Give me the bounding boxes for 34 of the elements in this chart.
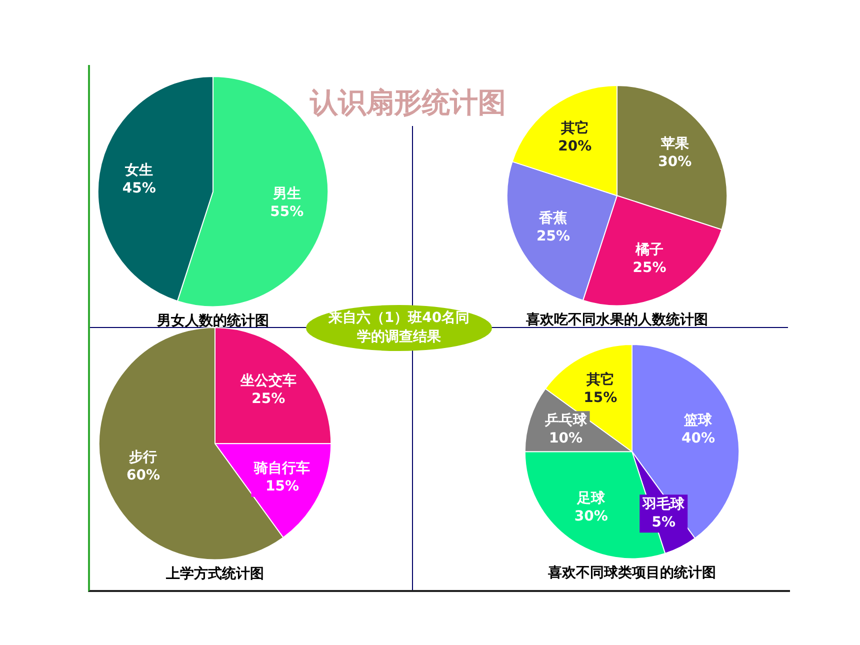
data-label: 15%	[584, 390, 618, 406]
slice-label: 其它	[585, 371, 614, 388]
data-label: 45%	[122, 180, 156, 197]
data-label: 5%	[652, 514, 676, 530]
data-label: 55%	[270, 204, 304, 220]
slice-label: 足球	[576, 490, 606, 507]
data-label: 30%	[574, 508, 608, 525]
slice-label: 其它	[560, 119, 589, 136]
data-label: 25%	[536, 228, 570, 245]
data-label: 25%	[252, 390, 286, 407]
data-label: 10%	[549, 430, 583, 447]
data-label: 40%	[681, 430, 715, 447]
data-label: 60%	[126, 468, 160, 484]
data-label: 15%	[265, 478, 299, 494]
slice-label: 香蕉	[538, 210, 568, 227]
slice-label: 女生	[124, 162, 154, 179]
slice-label: 步行	[128, 450, 158, 466]
slice-label: 男生	[272, 186, 301, 202]
text: 来自六（1）班40名同学的调查结果	[327, 309, 471, 347]
slice-label: 坐公交车	[239, 372, 296, 389]
data-label: 30%	[658, 154, 692, 170]
slice-label: 苹果	[660, 136, 690, 152]
data-label: 25%	[632, 260, 666, 276]
text: 喜欢不同球类项目的统计图	[547, 564, 716, 582]
text: 男女人数的统计图	[156, 312, 269, 330]
slice-label: 骑自行车	[253, 460, 310, 476]
slice-label: 羽毛球	[642, 495, 686, 512]
data-label: 20%	[558, 138, 592, 154]
slice-label: 篮球	[683, 412, 714, 429]
text: 认识扇形统计图	[308, 85, 507, 121]
text: 喜欢吃不同水果的人数统计图	[525, 311, 708, 328]
text: 上学方式统计图	[165, 565, 264, 582]
slice-label: 橘子	[634, 242, 664, 258]
slice-label: 乒乓球	[544, 412, 588, 429]
